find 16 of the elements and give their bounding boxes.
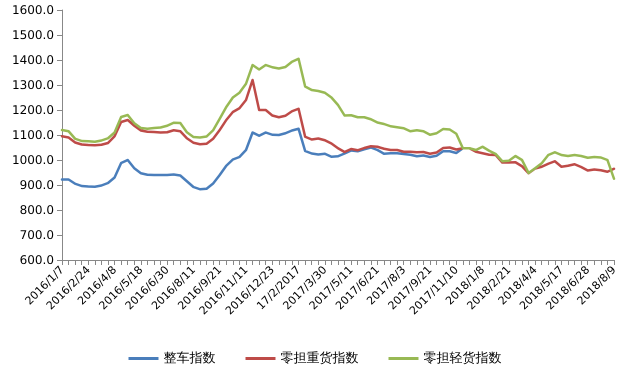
y-tick-label: 1200.0	[12, 103, 54, 117]
y-tick-label: 900.0	[20, 178, 54, 192]
y-tick-label: 1500.0	[12, 28, 54, 42]
legend-label: 零担重货指数	[280, 351, 358, 366]
legend-label: 整车指数	[164, 351, 216, 366]
y-tick-label: 600.0	[20, 253, 54, 267]
y-tick-label: 1000.0	[12, 153, 54, 167]
y-tick-label: 1600.0	[12, 3, 54, 17]
y-tick-label: 1100.0	[12, 128, 54, 142]
y-tick-label: 800.0	[20, 203, 54, 217]
y-tick-label: 1300.0	[12, 78, 54, 92]
line-series	[60, 58, 616, 180]
line-series	[60, 78, 616, 174]
y-tick-label: 700.0	[20, 228, 54, 242]
legend-label: 零担轻货指数	[424, 351, 502, 366]
y-tick-label: 1400.0	[12, 53, 54, 67]
